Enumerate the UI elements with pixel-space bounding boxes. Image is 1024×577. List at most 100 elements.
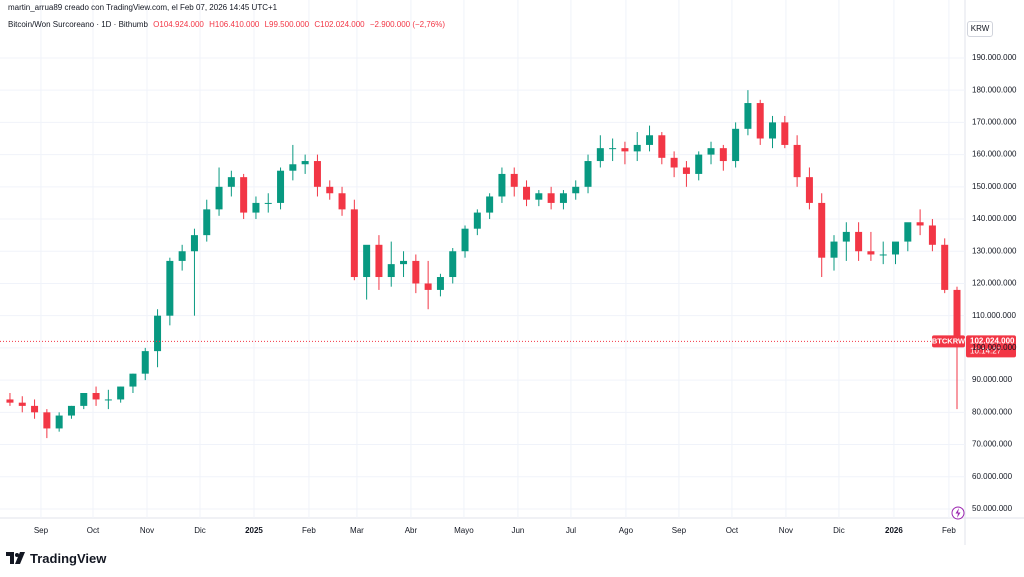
x-tick-label: Feb	[302, 526, 316, 535]
candle-body	[461, 228, 469, 252]
candle-body	[867, 251, 875, 255]
x-tick-label: Mayo	[454, 526, 474, 535]
candle-body	[830, 241, 838, 258]
y-tick-label: 120.000.000	[972, 279, 1017, 288]
candle-body	[584, 161, 592, 187]
candle-body	[43, 412, 51, 429]
x-tick-label: Jun	[511, 526, 524, 535]
candle-body	[793, 144, 801, 178]
candle-body	[277, 170, 285, 203]
brand-logo[interactable]: TradingView	[6, 549, 106, 567]
candle-body	[535, 193, 543, 200]
candle-body	[227, 177, 235, 187]
ohlc-low: L99.500.000	[264, 20, 310, 29]
x-tick-label: Oct	[726, 526, 739, 535]
candle-body	[510, 173, 518, 187]
symbol-tag: BTCKRW	[932, 336, 966, 345]
candle-body	[855, 231, 863, 252]
alert-bolt	[955, 508, 961, 518]
candle-body	[572, 186, 580, 194]
candle-body	[953, 289, 961, 342]
y-tick-label: 110.000.000	[972, 311, 1016, 320]
candle-body	[818, 202, 826, 258]
countdown: 10:14:27	[970, 346, 1002, 355]
candle-body	[350, 209, 358, 278]
symbol-tag-bg	[932, 335, 965, 348]
candle-body	[363, 244, 371, 278]
candle-body	[744, 103, 752, 129]
candle-body	[178, 251, 186, 261]
candle-body	[695, 154, 703, 174]
y-tick-label: 90.000.000	[972, 375, 1013, 384]
candle-body	[842, 231, 850, 242]
ohlc-open: O104.924.000	[153, 20, 204, 29]
candle-body	[326, 186, 334, 194]
currency-button[interactable]: KRW	[967, 21, 993, 37]
candle-body	[559, 193, 567, 203]
candle-body	[338, 193, 346, 210]
candle-body	[166, 260, 174, 316]
candle-body	[436, 277, 444, 290]
x-tick-label: Sep	[672, 526, 687, 535]
candle-body	[67, 405, 75, 416]
candle-body	[129, 373, 137, 387]
candle-body	[805, 177, 813, 203]
candle-body	[547, 193, 555, 203]
candle-body	[621, 148, 629, 152]
candle-body	[141, 351, 149, 374]
attribution: martin_arrua89 creado con TradingView.co…	[8, 3, 278, 12]
candle-body	[264, 202, 272, 204]
candle-body	[756, 103, 764, 139]
x-tick-label: Oct	[87, 526, 100, 535]
x-tick-label: Nov	[140, 526, 154, 535]
candle-body	[670, 157, 678, 168]
candle-body	[658, 135, 666, 158]
ohlc-high: H106.410.000	[209, 20, 260, 29]
candle-body	[596, 148, 604, 162]
candle-body	[203, 209, 211, 236]
grid	[0, 0, 965, 518]
x-tick-label: Sep	[34, 526, 49, 535]
brand-name: TradingView	[30, 550, 107, 566]
candle-body	[313, 161, 321, 187]
candle-body	[92, 393, 100, 400]
x-tick-label: Nov	[779, 526, 793, 535]
candle-body	[387, 264, 395, 278]
y-tick-label: 100.000.000	[972, 343, 1017, 352]
candle-body	[215, 186, 223, 210]
candle-body	[916, 222, 924, 226]
candle-body	[154, 315, 162, 352]
candle-body	[879, 254, 887, 256]
candle-body	[892, 241, 900, 255]
x-tick-label: Dic	[833, 526, 845, 535]
y-tick-label: 50.000.000	[972, 504, 1013, 513]
symbol: Bitcoin/Won Surcoreano · 1D · Bithumb	[8, 20, 148, 29]
candle-body	[80, 393, 88, 406]
y-tick-label: 140.000.000	[972, 214, 1017, 223]
candle-body	[486, 196, 494, 213]
candle-body	[646, 135, 654, 145]
y-tick-label: 160.000.000	[972, 150, 1017, 159]
candle-body	[240, 177, 248, 213]
candle-body	[31, 405, 39, 413]
candle-body	[523, 186, 531, 200]
y-tick-label: 170.000.000	[972, 117, 1017, 126]
candle-body	[301, 161, 309, 165]
ohlc-close: C102.024.000	[314, 20, 365, 29]
legend: Bitcoin/Won Surcoreano · 1D · Bithumb O1…	[8, 20, 448, 29]
candle-body	[781, 122, 789, 145]
y-tick-label: 60.000.000	[972, 472, 1013, 481]
candle-body	[498, 173, 506, 197]
candle-body	[252, 202, 260, 213]
candle-body	[18, 402, 26, 406]
candle-body	[904, 222, 912, 242]
candle-body	[289, 164, 297, 171]
y-tick-label: 150.000.000	[972, 182, 1017, 191]
change: −2.900.000 (−2,76%)	[369, 20, 446, 29]
y-tick-label: 130.000.000	[972, 246, 1017, 255]
price-tag-bg	[966, 335, 1016, 358]
x-tick-label: Ago	[619, 526, 634, 535]
candle-body	[190, 235, 198, 252]
